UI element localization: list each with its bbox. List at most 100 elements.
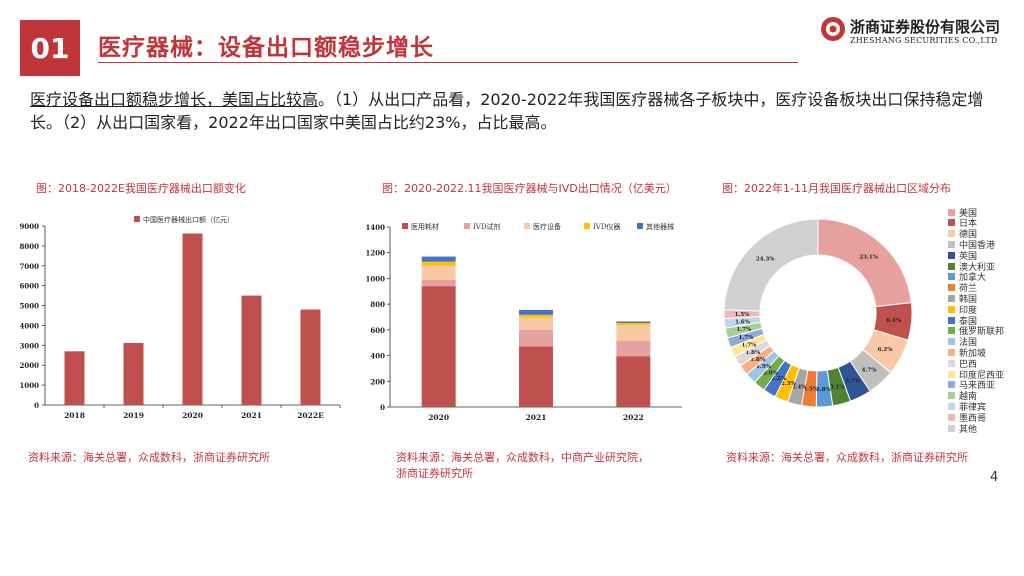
chart3-slice-label: 2.0% <box>763 370 779 376</box>
chart2-legend-label: 医用耗材 <box>411 222 439 231</box>
chart3-legend-item: 德国 <box>948 228 977 240</box>
section-number-badge: 01 <box>20 20 80 76</box>
chart2-legend-label: IVD试剂 <box>473 222 500 231</box>
chart2-bar-segment <box>421 286 456 407</box>
chart3-slice-label: 24.3% <box>756 256 775 262</box>
chart3-legend-label: 俄罗斯联邦 <box>959 327 1005 338</box>
chart2-y-tick-label: 600 <box>370 326 385 335</box>
chart2-legend-swatch <box>637 223 643 229</box>
chart1-legend-label: 中国医疗器械出口额（亿元） <box>143 215 234 224</box>
chart2-bar-segment <box>519 329 553 347</box>
chart1-bar <box>123 342 144 405</box>
chart2-bar-segment <box>421 261 456 266</box>
chart3-donut-slice <box>723 218 819 312</box>
chart3-legend-swatch <box>948 424 955 432</box>
chart3-legend-label: 加拿大 <box>959 273 987 284</box>
chart3-caption: 图：2022年1-11月我国医疗器械出口区域分布 <box>722 182 951 195</box>
page-title: 医疗器械：设备出口额稳步增长 <box>98 35 434 61</box>
chart2-source-line1: 资料来源：海关总署，众成数科，中商产业研究院， <box>396 451 649 464</box>
chart3-legend-label: 澳大利亚 <box>959 262 996 273</box>
chart3-legend-item: 日本 <box>948 217 977 229</box>
chart3-legend-label: 日本 <box>959 219 978 230</box>
chart1-legend-swatch <box>134 216 140 222</box>
chart3-legend-swatch <box>948 219 955 227</box>
chart1-x-tick-label: 2022E <box>297 411 324 420</box>
chart3-legend-swatch <box>948 294 955 302</box>
chart2-legend-swatch <box>584 223 590 229</box>
chart2-bar-segment <box>519 314 553 318</box>
chart2-legend-swatch <box>402 223 408 229</box>
chart3-legend-swatch <box>948 251 955 259</box>
chart3-slice-label: 6.4% <box>886 318 902 324</box>
chart3-slice-label: 1.7% <box>739 335 755 341</box>
chart1-x-tick-label: 2018 <box>64 411 85 420</box>
chart3-legend-swatch <box>948 316 955 324</box>
chart3-legend-label: 马来西亚 <box>959 381 996 392</box>
chart3-legend-label: 泰国 <box>959 316 978 327</box>
chart3-legend-item: 菲律宾 <box>948 400 987 413</box>
chart3-slice-label: 3.1% <box>830 385 846 391</box>
chart3-legend-swatch <box>948 240 955 248</box>
chart3-legend-label: 菲律宾 <box>959 402 987 413</box>
chart2-legend-label: IVD仪器 <box>593 223 620 231</box>
chart1-y-tick-label: 1000 <box>20 381 40 390</box>
chart3-legend-item: 俄罗斯联邦 <box>948 325 1004 337</box>
chart3-legend-label: 英国 <box>959 251 978 262</box>
chart2-bar-segment <box>421 279 456 287</box>
chart3-slice-label: 1.5% <box>735 312 751 318</box>
chart2-source: 资料来源：海关总署，众成数科，中商产业研究院， 浙商证券研究所 <box>396 450 649 482</box>
chart3-legend-item: 韩国 <box>948 292 977 305</box>
chart3-legend-item: 其他 <box>948 422 977 435</box>
company-name-en: ZHESHANG SECURITIES CO.,LTD <box>850 36 998 45</box>
chart1-bar <box>64 351 85 405</box>
chart1-y-tick-label: 3000 <box>20 341 40 350</box>
chart3-legend-swatch <box>948 370 955 378</box>
chart3-legend-swatch <box>948 273 955 281</box>
chart3-slice-label: 2.3% <box>781 381 797 387</box>
chart3-slice-label: 4.7% <box>862 367 878 373</box>
chart2-y-tick-label: 0 <box>380 403 385 412</box>
chart3-source: 资料来源：海关总署，众成数科，浙商证券研究所 <box>726 451 968 464</box>
section-number: 01 <box>30 31 70 65</box>
chart3-legend-label: 巴西 <box>959 359 978 370</box>
chart3-legend-label: 德国 <box>959 230 978 241</box>
chart1-y-tick-label: 5000 <box>20 302 40 311</box>
chart3-legend-item: 马来西亚 <box>948 379 995 391</box>
chart2-bar-segment <box>519 309 553 315</box>
company-logo: 浙商证券股份有限公司 ZHESHANG SECURITIES CO.,LTD <box>820 14 1000 48</box>
chart1-y-tick-label: 8000 <box>20 242 40 251</box>
chart1-y-tick-label: 2000 <box>20 361 40 370</box>
company-logo-icon <box>821 17 845 41</box>
chart1-y-tick-label: 0 <box>34 401 39 410</box>
chart3-legend-label: 法国 <box>959 338 978 349</box>
chart2-bar-segment <box>616 325 651 341</box>
chart1-x-tick-label: 2020 <box>182 411 203 420</box>
page-number: 4 <box>990 470 999 485</box>
chart2-y-tick-label: 1000 <box>366 274 386 283</box>
chart3-legend-swatch <box>948 413 955 421</box>
chart1-export-value-bar-chart: 0 1000 2000 3000 4000 5000 6000 7000 8000 9000 201… <box>20 215 341 420</box>
chart2-legend-swatch <box>524 223 530 229</box>
chart1-bar <box>182 233 203 405</box>
chart1-source: 资料来源：海关总署，众成数科，浙商证券研究所 <box>28 451 270 464</box>
chart2-y-tick-label: 200 <box>370 377 385 386</box>
chart3-legend-item: 新加坡 <box>948 346 986 359</box>
chart3-legend-label: 中国香港 <box>959 240 996 251</box>
chart1-y-tick-label: 9000 <box>20 222 40 231</box>
chart3-legend-swatch <box>948 284 955 292</box>
chart3-legend-item: 中国香港 <box>948 238 996 251</box>
chart2-bar-segment <box>616 356 651 407</box>
chart3-legend-swatch <box>948 262 955 270</box>
chart1-x-tick-label: 2019 <box>123 411 144 420</box>
summary-text: 医疗设备出口额稳步增长，美国占比较高。（1）从出口产品看，2020-2022年我… <box>30 88 1010 134</box>
chart2-bar-segment <box>616 323 651 326</box>
chart3-legend-swatch <box>948 230 955 238</box>
chart3-slice-label: 3.7% <box>845 379 861 385</box>
title-divider <box>98 62 798 63</box>
chart3-legend-label: 越南 <box>959 392 978 403</box>
chart2-x-tick-label: 2020 <box>428 413 449 422</box>
chart3-legend-item: 印度尼西亚 <box>948 368 1004 381</box>
chart3-legend-item: 泰国 <box>948 314 978 327</box>
chart3-legend-swatch <box>948 402 955 410</box>
chart2-y-tick-label: 800 <box>370 300 385 309</box>
